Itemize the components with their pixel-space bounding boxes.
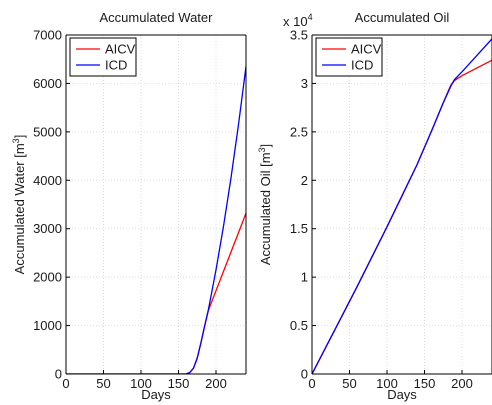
- x-tick-label: 0: [308, 376, 315, 391]
- y-tick-label: 3000: [33, 221, 62, 236]
- y-tick-label: 3: [301, 76, 308, 91]
- y-tick-label: 2: [301, 173, 308, 188]
- x-tick-label: 0: [62, 376, 69, 391]
- y-tick-label: 2000: [33, 270, 62, 285]
- x-axis-label: Days: [141, 387, 171, 402]
- x-axis-label: Days: [387, 387, 417, 402]
- y-tick-label: 7000: [33, 28, 62, 43]
- legend-label-icd: ICD: [105, 58, 127, 73]
- chart-panel-2: 0 50 100 150 200 0 0.5 1 1.5 2 2.5 3 3.5 Accumulated …: [257, 10, 492, 402]
- chart-panel-1: 0 50 100 150 2000100020003000400050006000700…: [11, 10, 247, 402]
- series-line-icd: [312, 38, 492, 374]
- x-tick-label: 150: [414, 376, 436, 391]
- x-tick-label: 200: [451, 376, 473, 391]
- y-tick-label: 2.5: [290, 124, 308, 139]
- legend-label-aicv: AICV: [351, 42, 382, 57]
- chart-title: Accumulated Water: [100, 10, 214, 25]
- x-tick-label: 100: [376, 376, 398, 391]
- legend-label-aicv: AICV: [105, 42, 136, 57]
- y-tick-label: 6000: [33, 76, 62, 91]
- y-tick-label: 4000: [33, 173, 62, 188]
- y-tick-label: 1: [301, 270, 308, 285]
- y-tick-label: 1000: [33, 318, 62, 333]
- legend-label-icd: ICD: [351, 58, 373, 73]
- x-tick-label: 150: [168, 376, 190, 391]
- y-axis-label: Accumulated Water [m3]: [11, 135, 27, 275]
- legend-box: [315, 37, 383, 77]
- x-tick-label: 100: [130, 376, 152, 391]
- x-tick-label: 50: [342, 376, 356, 391]
- y-tick-label: 1.5: [290, 221, 308, 236]
- plot-area: [312, 35, 492, 374]
- y-tick-label: 0.5: [290, 318, 308, 333]
- x-tick-label: 50: [96, 376, 110, 391]
- x-tick-label: 200: [205, 376, 227, 391]
- y-tick-label: 5000: [33, 124, 62, 139]
- y-exponent-label: x 104: [283, 12, 313, 29]
- chart-title: Accumulated Oil: [355, 10, 450, 25]
- y-axis-label: Accumulated Oil [m3]: [257, 144, 273, 265]
- series-line-icd: [66, 66, 246, 374]
- y-tick-label: 0: [301, 367, 308, 382]
- legend-box: [69, 37, 137, 77]
- y-tick-label: 0: [55, 367, 62, 382]
- plot-area: [66, 35, 246, 374]
- y-tick-label: 3.5: [290, 28, 308, 43]
